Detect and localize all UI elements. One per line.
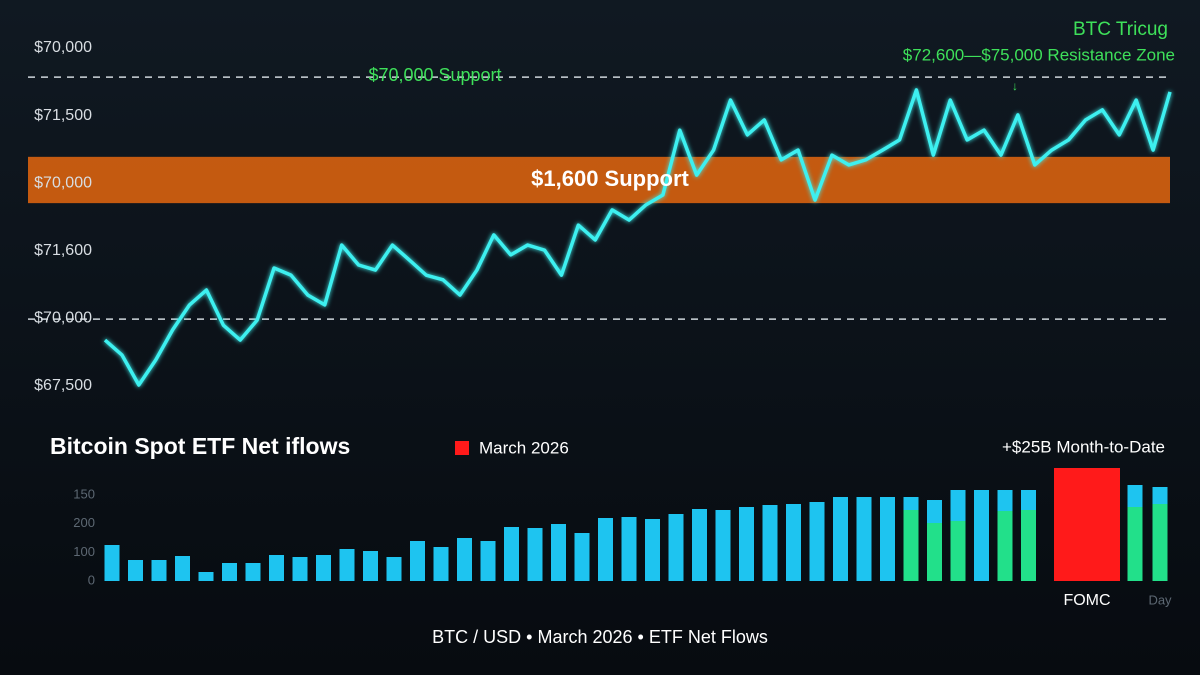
bar	[833, 497, 848, 581]
bar	[551, 524, 566, 581]
y-tick-label: $70,000	[34, 174, 92, 191]
bar	[292, 557, 308, 581]
bar-title: Bitcoin Spot ETF Net iflows	[50, 433, 350, 459]
price-line	[103, 88, 1172, 387]
bar	[1021, 490, 1036, 510]
y-tick-label: 150	[73, 486, 95, 501]
bar	[1152, 487, 1168, 504]
bar	[856, 497, 872, 581]
bar	[927, 500, 942, 523]
bar	[715, 510, 731, 581]
bar	[480, 541, 496, 581]
bar	[1021, 510, 1036, 581]
y-tick-label: $71,500	[34, 107, 92, 124]
legend-swatch	[455, 441, 469, 455]
bar	[339, 549, 355, 581]
bar	[950, 521, 966, 581]
y-tick-label: 200	[73, 515, 95, 530]
bar	[1152, 504, 1168, 581]
bar	[809, 502, 825, 581]
bar	[1127, 507, 1143, 581]
bar	[880, 497, 895, 581]
bar	[363, 551, 378, 581]
footer: BTC / USD • March 2026 • ETF Net Flows	[432, 627, 768, 647]
bar	[950, 490, 966, 521]
y-tick-label: $67,500	[34, 377, 92, 394]
annotation: $70,000 Support	[368, 65, 501, 85]
bar	[762, 505, 778, 581]
bar	[598, 518, 613, 581]
bar	[269, 555, 284, 581]
y-tick-label: 100	[73, 544, 95, 559]
bar	[997, 490, 1013, 511]
bar	[574, 533, 590, 581]
y-tick-label: $71,600	[34, 242, 92, 259]
bar	[386, 557, 402, 581]
bar	[1127, 485, 1143, 507]
y-tick-label: $70,000	[34, 310, 92, 327]
bar	[222, 563, 237, 581]
bar	[316, 555, 331, 581]
bar	[104, 545, 120, 581]
support-band	[28, 156, 1170, 204]
bar	[151, 560, 167, 581]
bar	[974, 490, 989, 581]
bar	[128, 560, 143, 581]
bar	[504, 527, 519, 581]
chart-title: BTC Tricug	[1073, 19, 1168, 40]
legend-label: March 2026	[479, 438, 569, 457]
bar	[245, 563, 261, 581]
bar	[668, 514, 684, 581]
bar-annotation: +$25B Month-to-Date	[1002, 437, 1165, 456]
bar	[457, 538, 472, 581]
bar	[621, 517, 637, 581]
bar	[903, 510, 919, 581]
annotation: ↓	[1012, 79, 1018, 93]
bar	[786, 504, 801, 581]
bar	[527, 528, 543, 581]
bar	[997, 511, 1013, 581]
bar	[1054, 468, 1120, 581]
y-tick-label: 0	[88, 572, 95, 587]
bar	[198, 572, 214, 581]
x-tick-label: Day	[1148, 592, 1172, 607]
bar	[645, 519, 660, 581]
annotation: $1,600 Support	[531, 166, 689, 191]
bar	[739, 507, 754, 581]
bar	[692, 509, 707, 581]
y-tick-label: $70,000	[34, 39, 92, 56]
bar	[903, 497, 919, 510]
chart-subtitle: $72,600—$75,000 Resistance Zone	[903, 45, 1175, 64]
bar	[433, 547, 449, 581]
bar	[927, 523, 942, 581]
x-tick-label: FOMC	[1063, 592, 1110, 609]
bar	[410, 541, 425, 581]
bar	[175, 556, 190, 581]
